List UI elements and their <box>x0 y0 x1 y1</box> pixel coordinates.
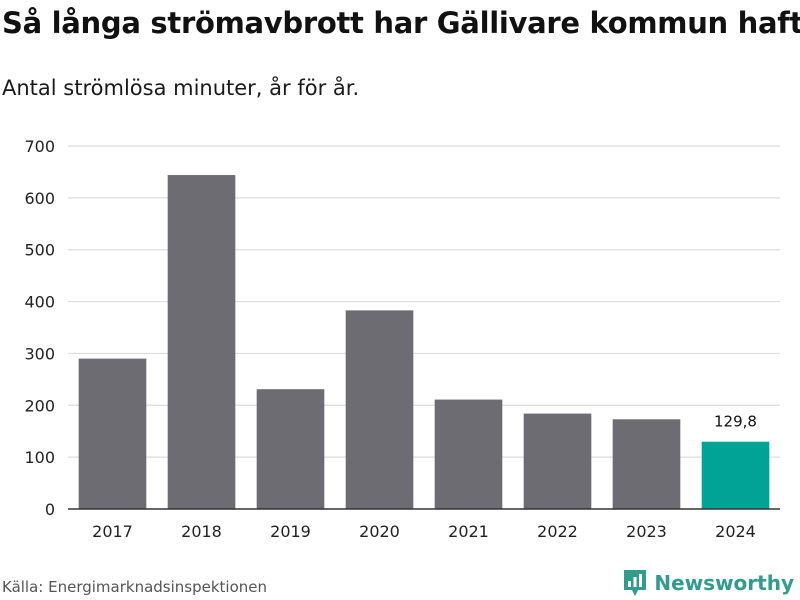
bar-2022 <box>523 413 592 509</box>
y-tick-label: 200 <box>24 396 55 415</box>
y-tick-label: 100 <box>24 448 55 467</box>
chart-title: Så långa strömavbrott har Gällivare komm… <box>2 6 800 40</box>
bar-2019 <box>256 389 325 509</box>
y-tick-label: 0 <box>45 500 55 519</box>
bar-chart-logo-icon <box>624 570 647 596</box>
x-axis-tick-labels: 2017 2018 2019 2020 2021 2022 2023 2024 <box>92 522 756 541</box>
x-tick-label: 2023 <box>626 522 667 541</box>
x-tick-label: 2020 <box>359 522 400 541</box>
data-labels: 129,8 <box>714 413 757 431</box>
brand-logo: Newsworthy <box>622 568 794 598</box>
bar-2018 <box>167 175 236 510</box>
x-tick-label: 2021 <box>448 522 489 541</box>
x-tick-label: 2018 <box>181 522 222 541</box>
y-tick-label: 600 <box>24 189 55 208</box>
source-note: Källa: Energimarknadsinspektionen <box>2 578 268 596</box>
bar-2017 <box>78 358 147 509</box>
chart-subtitle: Antal strömlösa minuter, år för år. <box>2 76 360 100</box>
y-tick-label: 400 <box>24 293 55 312</box>
y-tick-label: 300 <box>24 344 55 363</box>
brand-name: Newsworthy <box>654 571 794 595</box>
y-axis-tick-labels: 0 100 200 300 400 500 600 700 <box>24 137 55 519</box>
x-tick-label: 2019 <box>270 522 311 541</box>
x-tick-label: 2022 <box>537 522 578 541</box>
bar-2023 <box>612 419 681 509</box>
y-tick-label: 500 <box>24 241 55 260</box>
y-tick-label: 700 <box>24 137 55 156</box>
bars <box>78 175 770 510</box>
bar-2024 <box>701 441 770 509</box>
bar-2021 <box>434 399 503 509</box>
data-label-2024: 129,8 <box>714 413 757 431</box>
x-tick-label: 2017 <box>92 522 133 541</box>
bar-2020 <box>345 310 414 509</box>
x-tick-label: 2024 <box>715 522 756 541</box>
